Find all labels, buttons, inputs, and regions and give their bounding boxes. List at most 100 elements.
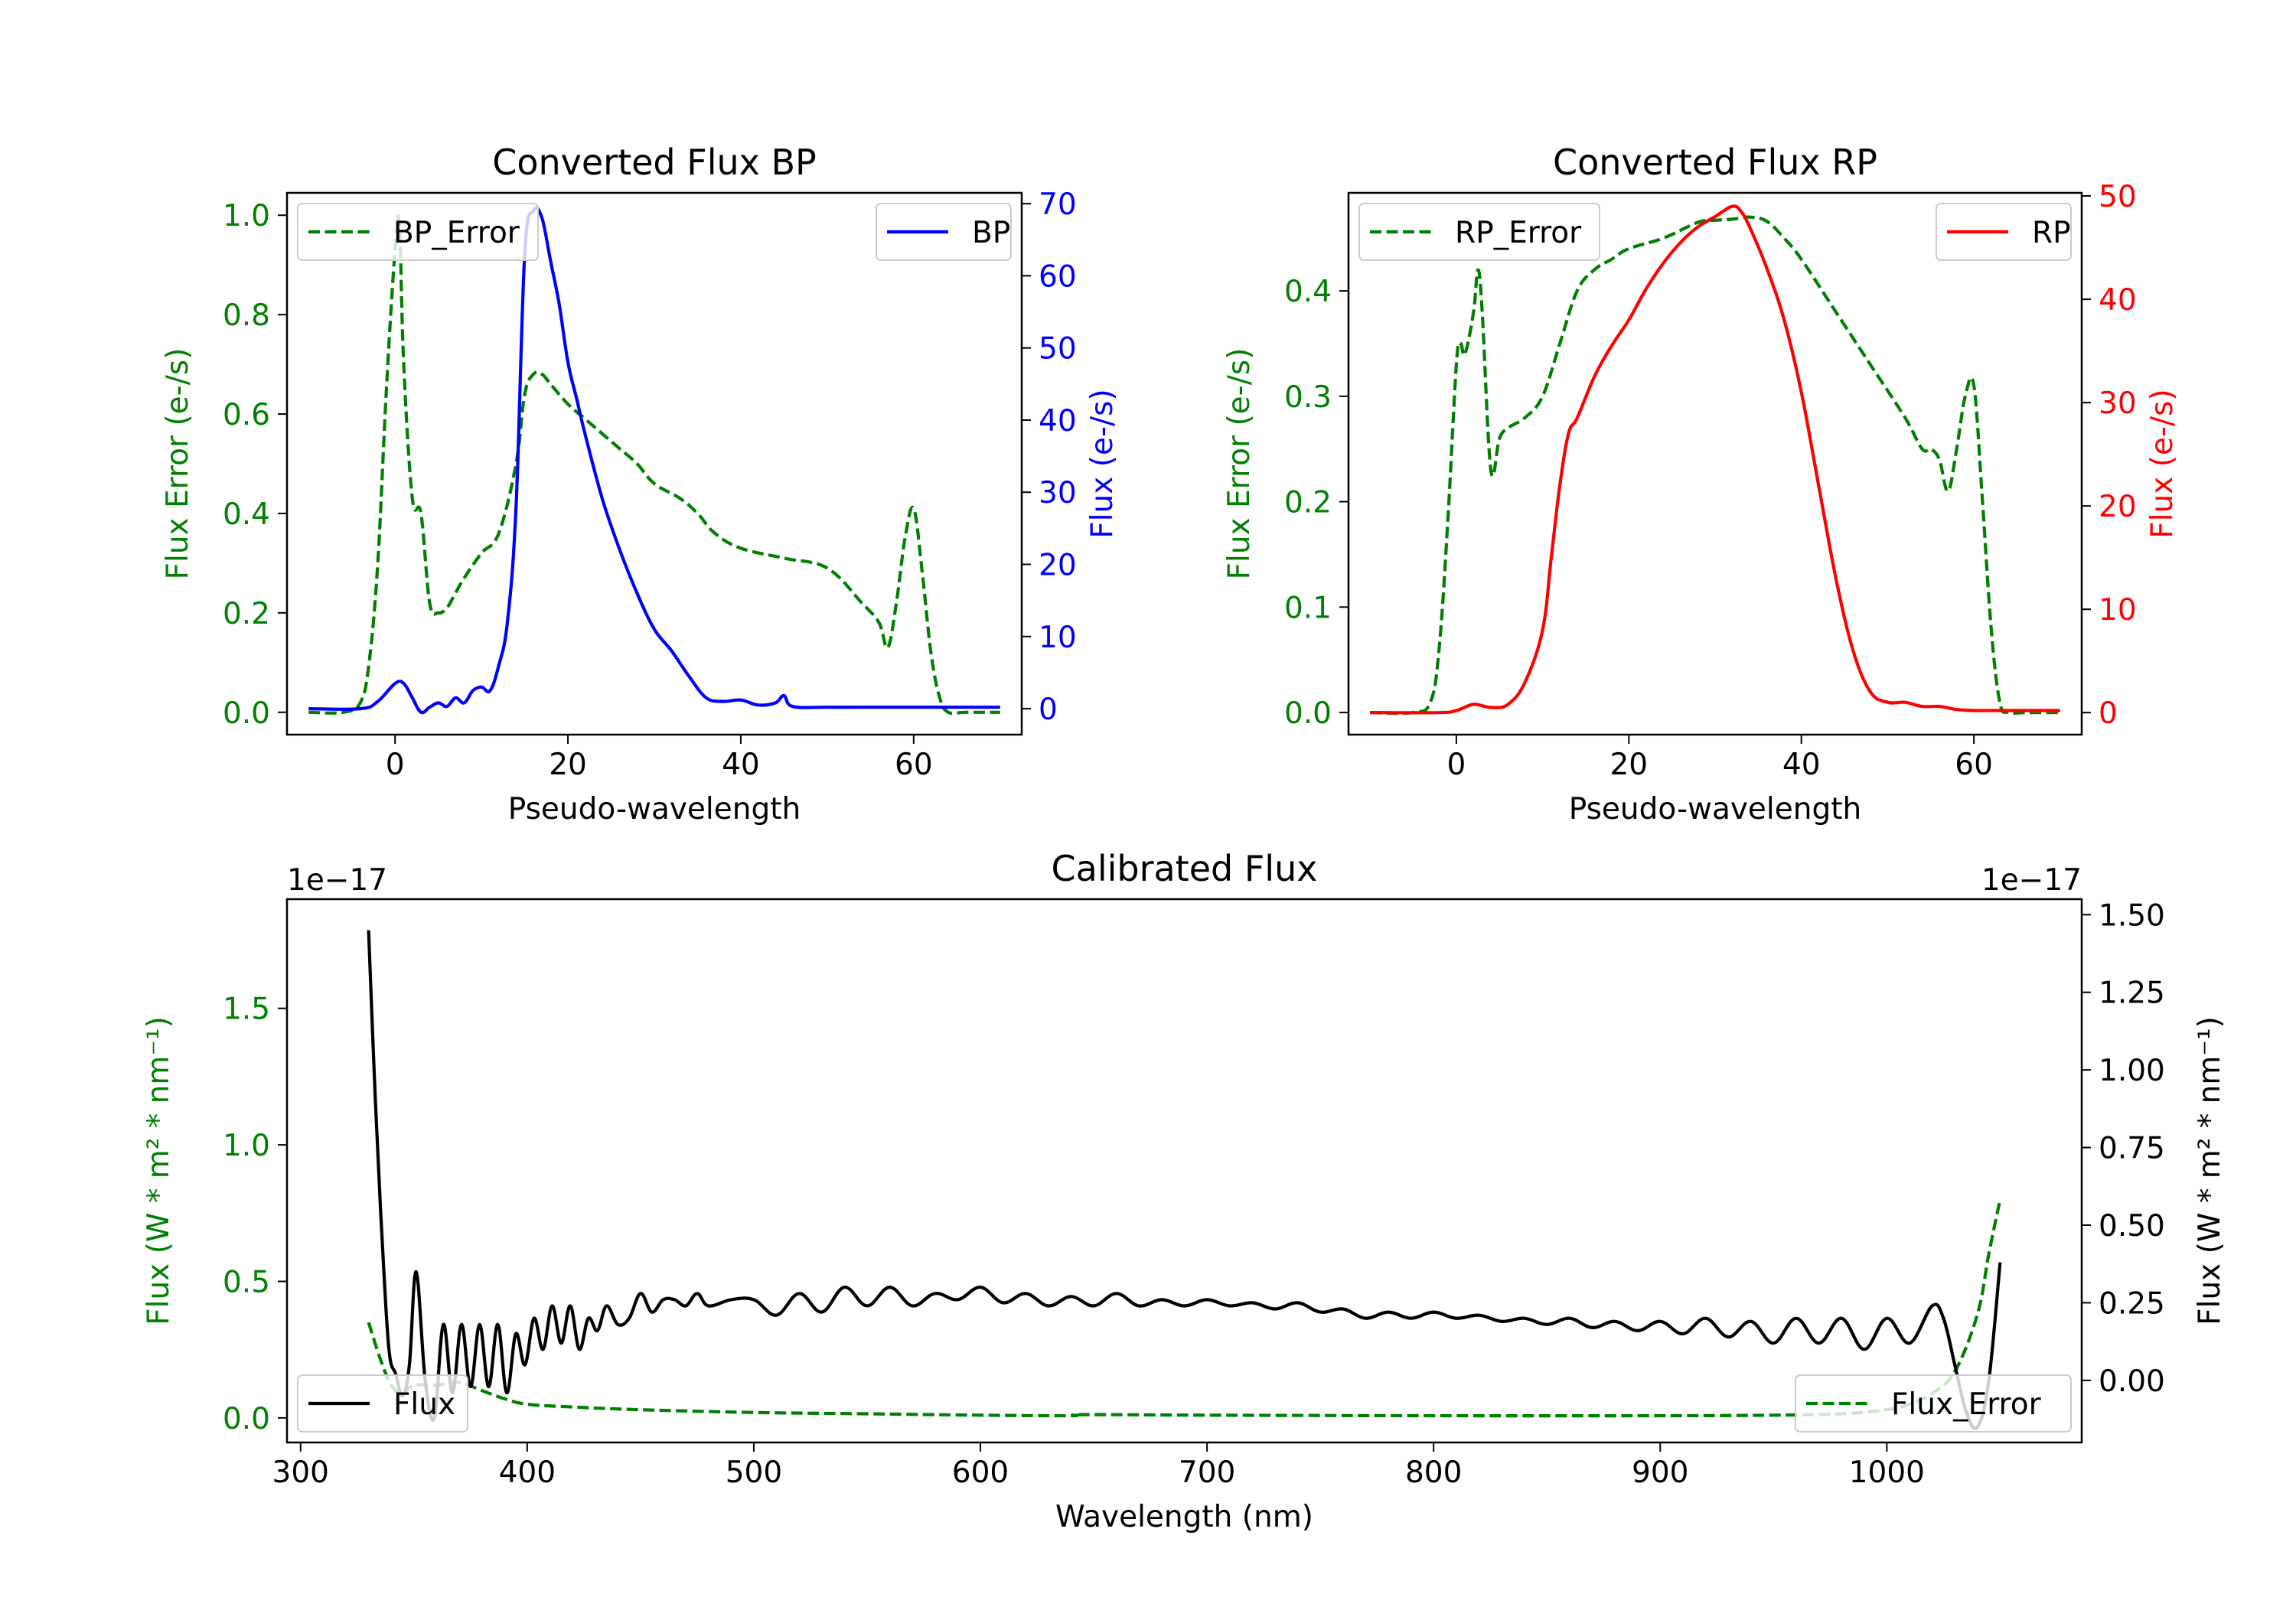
legend-label: BP_Error <box>393 216 520 250</box>
x-tick-label: 400 <box>499 1455 556 1490</box>
x-tick-label: 60 <box>1955 748 1993 782</box>
legend-box <box>297 1374 468 1433</box>
x-tick-label: 20 <box>549 748 587 782</box>
y-right-tick-label: 0.25 <box>2099 1286 2165 1321</box>
y-right-tick-label: 40 <box>1039 404 1077 438</box>
y-left-tick-label: 0.0 <box>223 696 270 731</box>
y-right-tick-label: 30 <box>2099 386 2137 421</box>
chart-converted-flux-bp: Converted Flux BP 0 20 40 60 Pseudo-wavelengt… <box>161 142 1120 826</box>
plot-frame <box>285 898 2083 1444</box>
x-tick-label: 600 <box>952 1455 1009 1490</box>
legend-label: RP <box>2032 216 2071 250</box>
x-tick-label: 40 <box>1782 748 1821 782</box>
series-group <box>1370 204 2060 715</box>
y-left-tick-label: 0.0 <box>1284 696 1332 731</box>
x-tick-label: 0 <box>1446 748 1466 782</box>
y-axis-left: 0.0 0.1 0.2 0.3 0.4 <box>1284 275 1349 731</box>
y-right-offset-label: 1e−17 <box>1981 863 2082 898</box>
y-right-tick-label: 20 <box>1039 549 1077 583</box>
y-left-tick-label: 0.6 <box>223 398 270 432</box>
y-right-tick-label: 10 <box>2099 593 2137 627</box>
legend-right: Flux_Error <box>1795 1374 2072 1433</box>
y-right-axis-label: Flux (e-/s) <box>2145 389 2180 538</box>
legend-box <box>1358 203 1600 261</box>
x-tick-label: 40 <box>722 748 760 782</box>
legend-label: BP <box>972 216 1010 250</box>
y-right-tick-label: 30 <box>1039 476 1077 510</box>
series-line-flux <box>367 930 2002 1430</box>
x-axis-label: Pseudo-wavelength <box>1569 792 1861 826</box>
y-right-tick-label: 0 <box>2099 696 2118 731</box>
chart-title: Converted Flux RP <box>1553 142 1877 183</box>
y-right-tick-label: 40 <box>2099 283 2137 318</box>
legend-label: RP_Error <box>1455 216 1582 250</box>
y-left-tick-label: 1.0 <box>223 1129 270 1163</box>
y-axis-left: 0.0 0.2 0.4 0.6 0.8 1.0 <box>223 199 287 731</box>
legend-box <box>1795 1374 2072 1433</box>
x-axis: 0 20 40 60 <box>386 735 933 782</box>
x-tick-label: 700 <box>1179 1455 1235 1490</box>
legend-left: BP_Error <box>297 203 539 261</box>
y-right-tick-label: 1.00 <box>2099 1054 2165 1088</box>
y-right-tick-label: 60 <box>1039 259 1077 294</box>
y-left-axis-label: Flux Error (e-/s) <box>161 348 195 580</box>
y-left-offset-label: 1e−17 <box>287 863 387 898</box>
y-right-tick-label: 1.25 <box>2099 976 2165 1011</box>
x-axis-label: Wavelength (nm) <box>1055 1500 1313 1534</box>
y-left-axis-label: Flux Error (e-/s) <box>1222 348 1257 580</box>
y-left-tick-label: 0.2 <box>1284 486 1332 520</box>
y-left-tick-label: 0.8 <box>223 298 270 333</box>
chart-calibrated-flux: Calibrated Flux 300 400 500 600 700 800 900 1000… <box>142 848 2227 1534</box>
y-left-tick-label: 0.4 <box>1284 275 1332 309</box>
x-tick-label: 900 <box>1632 1455 1688 1490</box>
x-tick-label: 300 <box>272 1455 329 1490</box>
chart-title: Calibrated Flux <box>1052 848 1318 889</box>
legend-left: Flux <box>297 1374 468 1433</box>
series-line-bp <box>308 206 1000 715</box>
y-left-axis-label: Flux (W * m² * nm⁻¹) <box>142 1016 176 1325</box>
x-axis: 300 400 500 600 700 800 900 1000 <box>272 1442 1925 1490</box>
chart-title: Converted Flux BP <box>492 142 817 183</box>
y-right-tick-label: 10 <box>1039 621 1077 655</box>
x-tick-label: 1000 <box>1849 1455 1925 1490</box>
legend-right: RP <box>1936 203 2072 261</box>
y-right-tick-label: 0.75 <box>2099 1132 2165 1166</box>
x-axis: 0 20 40 60 <box>1446 735 1993 782</box>
y-left-tick-label: 1.5 <box>223 993 270 1027</box>
x-tick-label: 500 <box>726 1455 782 1490</box>
y-left-tick-label: 0.4 <box>223 497 270 532</box>
y-left-tick-label: 0.0 <box>223 1402 270 1436</box>
y-right-tick-label: 20 <box>2099 490 2137 524</box>
y-axis-right: 0 10 20 30 40 50 <box>2082 180 2137 731</box>
series-line-rp <box>1370 204 2060 715</box>
x-tick-label: 800 <box>1405 1455 1462 1490</box>
y-right-tick-label: 0 <box>1039 693 1058 727</box>
y-right-tick-label: 0.50 <box>2099 1209 2165 1244</box>
y-left-tick-label: 0.2 <box>223 597 270 631</box>
plot-frame <box>285 191 1023 736</box>
y-right-tick-label: 70 <box>1039 187 1077 222</box>
legend-left: RP_Error <box>1358 203 1600 261</box>
x-tick-label: 60 <box>895 748 933 782</box>
y-right-tick-label: 50 <box>2099 180 2137 214</box>
y-axis-right: 0.00 0.25 0.50 0.75 1.00 1.25 1.50 <box>2082 898 2165 1399</box>
y-left-tick-label: 0.1 <box>1284 591 1332 625</box>
y-right-tick-label: 0.00 <box>2099 1364 2165 1399</box>
chart-converted-flux-rp: Converted Flux RP 0 20 40 60 Pseudo-wavelengt… <box>1222 142 2180 826</box>
x-axis-label: Pseudo-wavelength <box>508 792 801 826</box>
y-right-tick-label: 1.50 <box>2099 898 2165 933</box>
legend-right: BP <box>876 203 1012 261</box>
y-left-tick-label: 0.3 <box>1284 380 1332 415</box>
x-tick-label: 0 <box>386 748 405 782</box>
y-right-axis-label: Flux (W * m² * nm⁻¹) <box>2193 1016 2227 1325</box>
y-right-axis-label: Flux (e-/s) <box>1085 389 1120 538</box>
y-left-tick-label: 1.0 <box>223 199 270 233</box>
y-right-tick-label: 50 <box>1039 332 1077 367</box>
legend-box <box>297 203 539 261</box>
y-axis-right: 0 10 20 30 40 50 60 70 <box>1022 187 1077 727</box>
x-tick-label: 20 <box>1609 748 1648 782</box>
plot-frame <box>1347 191 2083 736</box>
y-axis-left: 0.0 0.5 1.0 1.5 <box>223 993 287 1436</box>
legend-label: Flux <box>393 1387 455 1422</box>
